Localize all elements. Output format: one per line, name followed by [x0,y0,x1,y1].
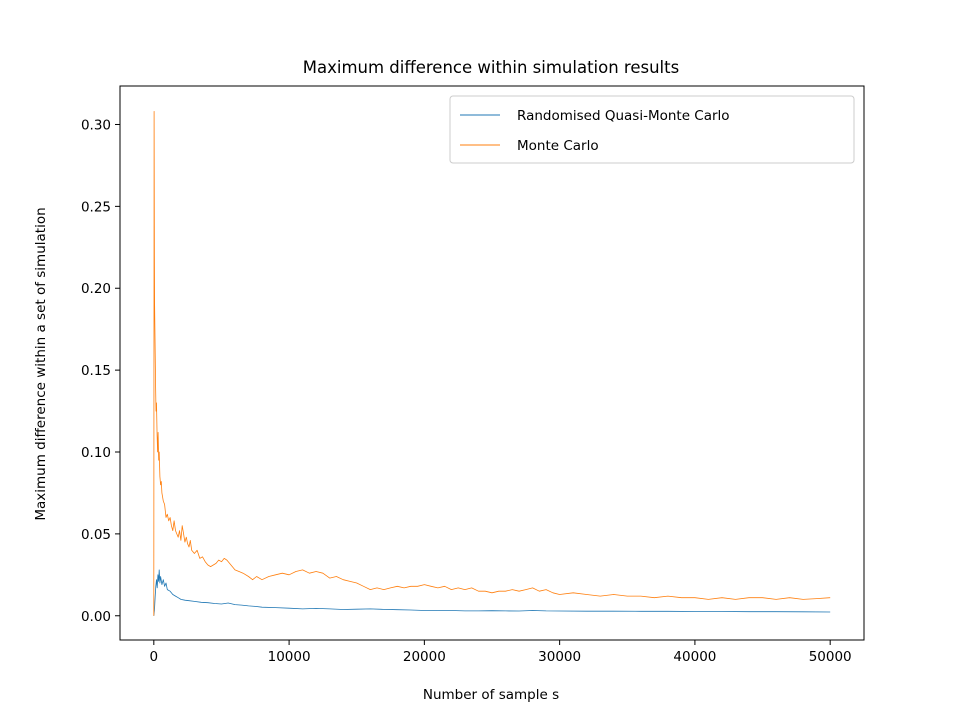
legend-box [449,95,855,164]
series-line-rqmc [153,569,831,616]
y-tick-label: 0.00 [81,609,111,625]
legend-label-mc: Monte Carlo [517,138,599,154]
legend: Randomised Quasi-Monte Carlo Monte Carlo [449,95,855,164]
x-tick-label: 10000 [268,649,311,665]
x-axis-ticks: 0 10000 20000 30000 40000 50000 [150,640,852,665]
series-layer [153,111,831,616]
y-tick-label: 0.05 [81,527,111,543]
y-tick-label: 0.10 [81,445,111,461]
x-tick-label: 0 [150,649,159,665]
y-axis-label: Maximum difference within a set of simul… [33,207,49,520]
x-tick-label: 20000 [403,649,446,665]
y-tick-label: 0.15 [81,363,111,379]
series-line-mc [153,111,831,616]
axes-frame [119,85,865,641]
chart-title: Maximum difference within simulation res… [303,58,679,77]
y-tick-label: 0.20 [81,281,111,297]
y-tick-label: 0.25 [81,199,111,215]
x-axis-label: Number of sample s [423,687,559,703]
legend-label-rqmc: Randomised Quasi-Monte Carlo [517,108,730,124]
x-tick-label: 30000 [538,649,581,665]
y-axis-ticks: 0.00 0.05 0.10 0.15 0.20 0.25 0.30 [81,117,120,625]
y-tick-label: 0.30 [81,117,111,133]
x-tick-label: 50000 [809,649,852,665]
x-tick-label: 40000 [673,649,716,665]
